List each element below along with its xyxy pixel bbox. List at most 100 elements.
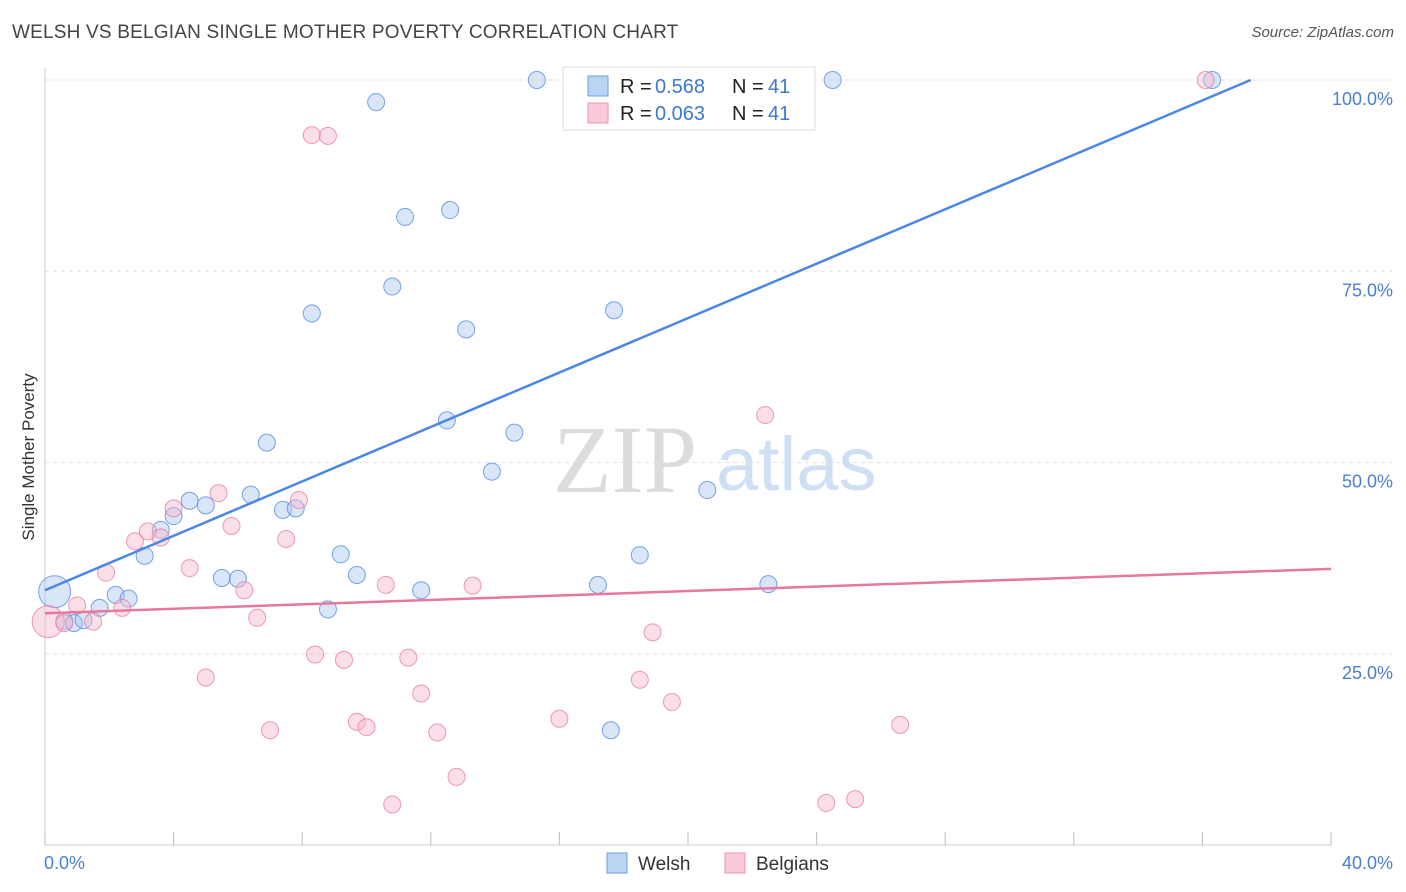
welsh-point-10 [180, 491, 199, 510]
welsh-point-39 [823, 71, 842, 89]
welsh-point-12 [212, 569, 231, 588]
x-tick-layer [44, 832, 1332, 845]
welsh-point-38 [759, 575, 778, 594]
trend-layer [44, 78, 1332, 615]
welsh-point-6 [119, 589, 138, 608]
stats-r-value-belgians: 0.063 [655, 103, 705, 125]
stats-n-value-welsh: 41 [768, 76, 790, 98]
stats-r-label-belgians: R = [620, 103, 652, 125]
welsh-point-2 [64, 614, 83, 633]
belgians-point-33 [630, 670, 649, 689]
welsh-point-16 [273, 500, 292, 519]
y-tick-label-75: 75.0% [1342, 280, 1393, 300]
stats-swatch-belgians [587, 102, 609, 124]
welsh-point-37 [698, 481, 717, 500]
welsh-point-28 [457, 320, 476, 339]
belgians-point-31 [463, 576, 482, 595]
stats-swatch-welsh [587, 75, 609, 97]
belgians-point-24 [357, 718, 376, 737]
belgians-point-25 [376, 575, 395, 594]
belgians-point-1 [55, 614, 74, 633]
welsh-point-15 [257, 433, 276, 452]
belgians-point-10 [180, 559, 199, 578]
legend-swatch-welsh[interactable] [606, 852, 628, 874]
stats-legend: R = 0.568 N = 41 R = 0.063 N = 41 [562, 66, 816, 131]
chart-title: WELSH VS BELGIAN SINGLE MOTHER POVERTY C… [12, 22, 679, 43]
welsh-point-25 [412, 581, 431, 600]
welsh-point-13 [228, 569, 247, 588]
welsh-point-33 [601, 721, 620, 740]
belgians-point-17 [277, 530, 296, 548]
belgians-point-14 [235, 581, 254, 600]
watermark-atlas: atlas [716, 422, 877, 507]
belgians-trend-line [44, 567, 1332, 615]
welsh-point-18 [302, 304, 321, 323]
stats-n-value-belgians: 41 [768, 103, 790, 125]
belgians-point-2 [68, 596, 87, 615]
belgians-point-39 [891, 715, 910, 734]
welsh-point-24 [396, 207, 415, 226]
belgians-point-20 [306, 645, 325, 664]
legend-label-welsh[interactable]: Welsh [638, 854, 690, 875]
y-tick-label-layer: 25.0% 50.0% 75.0% 100.0% [1332, 89, 1393, 683]
belgians-point-21 [318, 126, 337, 145]
welsh-point-27 [441, 201, 460, 220]
belgians-point-38 [846, 790, 865, 809]
legend-label-belgians[interactable]: Belgians [756, 854, 829, 875]
belgians-point-26 [383, 795, 402, 814]
belgians-point-22 [334, 650, 353, 669]
welsh-point-23 [383, 277, 402, 296]
welsh-point-30 [505, 423, 524, 442]
belgians-point-32 [550, 709, 569, 728]
welsh-point-32 [588, 575, 607, 594]
legend-swatch-belgians[interactable] [724, 852, 746, 874]
x-tick-label-max: 40.0% [1342, 853, 1393, 873]
welsh-point-21 [347, 565, 366, 584]
welsh-trend-line [44, 78, 1252, 592]
belgians-point-16 [261, 721, 280, 740]
belgians-point-29 [428, 723, 447, 742]
stats-n-label-belgians: N = [732, 103, 764, 125]
welsh-point-22 [367, 93, 386, 112]
y-axis-title: Single Mother Poverty [19, 373, 38, 541]
grid-layer [45, 79, 1392, 655]
welsh-point-34 [605, 301, 624, 320]
stats-r-label-welsh: R = [620, 76, 652, 98]
belgians-point-9 [164, 499, 183, 518]
belgians-point-12 [209, 484, 228, 503]
belgians-point-35 [662, 692, 681, 711]
belgians-point-3 [84, 612, 103, 631]
chart-source: Source: ZipAtlas.com [1251, 24, 1394, 41]
x-tick-label-min: 0.0% [44, 853, 85, 873]
belgians-point-18 [289, 490, 308, 509]
belgians-point-30 [447, 767, 466, 786]
belgians-point-5 [113, 598, 132, 617]
belgians-point-6 [126, 532, 145, 551]
points-layer [31, 71, 1222, 814]
belgians-point-37 [817, 793, 836, 812]
belgians-point-15 [248, 608, 267, 627]
welsh-point-40 [1203, 71, 1222, 89]
stats-n-label-welsh: N = [732, 76, 764, 98]
belgians-point-28 [412, 684, 431, 703]
welsh-point-31 [527, 71, 546, 89]
welsh-point-11 [196, 496, 215, 515]
belgians-point-23 [347, 712, 366, 731]
welsh-point-35 [630, 546, 649, 565]
belgians-point-13 [222, 516, 241, 535]
y-tick-label-50: 50.0% [1342, 472, 1393, 492]
y-tick-label-100: 100.0% [1332, 89, 1393, 109]
welsh-point-19 [318, 600, 337, 619]
belgians-point-27 [399, 648, 418, 667]
watermark: ZIP atlas [553, 406, 877, 513]
belgians-point-40 [1196, 71, 1215, 89]
welsh-point-9 [164, 507, 183, 526]
welsh-point-8 [151, 520, 170, 539]
watermark-zip: ZIP [553, 406, 697, 513]
belgians-point-36 [756, 406, 775, 425]
welsh-point-20 [331, 545, 350, 564]
belgians-point-34 [643, 623, 662, 642]
series-legend: Welsh Belgians [606, 852, 829, 875]
belgians-point-11 [196, 668, 215, 687]
